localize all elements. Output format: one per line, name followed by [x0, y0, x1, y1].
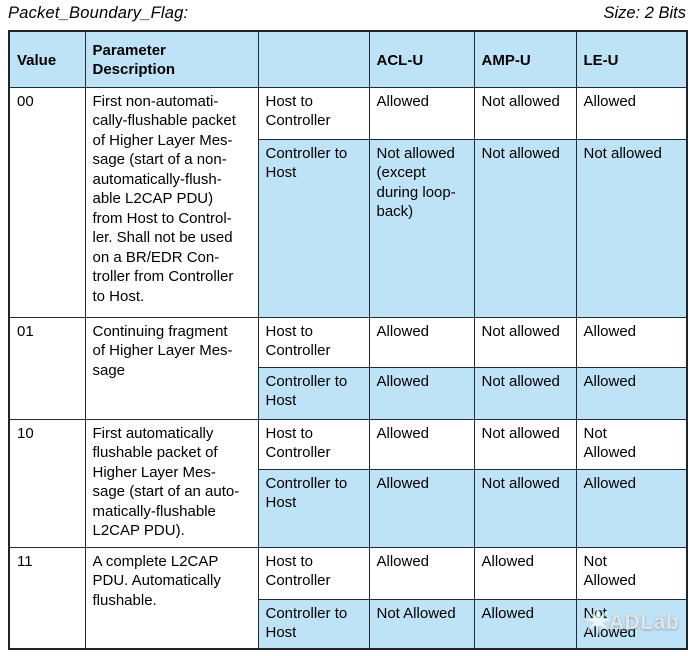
- amp-u-cell: Allowed: [473, 546, 577, 600]
- table-row: Controller to Host Not Allowed Allowed N…: [9, 598, 688, 650]
- direction-cell: Host to Controller: [257, 316, 370, 368]
- direction-cell: Host to Controller: [257, 418, 370, 470]
- table-row: Controller to Host Allowed Not allowed A…: [9, 366, 688, 420]
- acl-u-cell: Allowed: [368, 86, 475, 140]
- value-cell: 10: [8, 418, 86, 548]
- direction-cell: Controller to Host: [257, 598, 370, 650]
- description-cell: First non-automati- cally-flushable pack…: [84, 86, 259, 318]
- amp-u-cell: Not allowed: [473, 418, 577, 470]
- amp-u-cell: Not allowed: [473, 138, 577, 318]
- le-u-cell: Not Allowed: [575, 598, 688, 650]
- value-cell: 00: [8, 86, 86, 318]
- doc-caption: Packet_Boundary_Flag: Size: 2 Bits: [8, 2, 686, 24]
- description-cell: Continuing fragment of Higher Layer Mes-…: [84, 316, 259, 420]
- packet-boundary-flag-table: Value Parameter Description ACL-U AMP-U …: [8, 30, 688, 650]
- amp-u-cell: Allowed: [473, 598, 577, 650]
- description-cell: A complete L2CAP PDU. Automatically flus…: [84, 546, 259, 650]
- header-amp-u: AMP-U: [473, 30, 577, 88]
- header-direction: [257, 30, 370, 88]
- header-acl-u: ACL-U: [368, 30, 475, 88]
- value-cell: 11: [8, 546, 86, 650]
- direction-cell: Host to Controller: [257, 546, 370, 600]
- le-u-cell: Allowed: [575, 366, 688, 420]
- value-cell: 01: [8, 316, 86, 420]
- size-label: Size: 2 Bits: [603, 4, 686, 22]
- table-row: 10 First automatically flushable packet …: [8, 418, 688, 548]
- acl-u-cell: Not Allowed: [368, 598, 475, 650]
- table-row: 01 Continuing fragment of Higher Layer M…: [8, 316, 688, 420]
- table-row: Controller to Host Not allowed (except d…: [9, 138, 688, 318]
- header-value: Value: [8, 30, 86, 88]
- direction-cell: Controller to Host: [257, 138, 370, 318]
- le-u-cell: Not Allowed: [575, 546, 688, 600]
- table-header-row: Value Parameter Description ACL-U AMP-U …: [8, 30, 688, 88]
- table-row: 11 A complete L2CAP PDU. Automatically f…: [8, 546, 688, 650]
- amp-u-cell: Not allowed: [473, 468, 577, 548]
- acl-u-cell: Allowed: [368, 316, 475, 368]
- le-u-cell: Not Allowed: [575, 418, 688, 470]
- le-u-cell: Not allowed: [575, 138, 688, 318]
- le-u-cell: Allowed: [575, 316, 688, 368]
- acl-u-cell: Allowed: [368, 418, 475, 470]
- amp-u-cell: Not allowed: [473, 316, 577, 368]
- acl-u-cell: Not allowed (except during loop- back): [368, 138, 475, 318]
- description-cell: First automatically flushable packet of …: [84, 418, 259, 548]
- direction-cell: Controller to Host: [257, 366, 370, 420]
- table-row: 00 First non-automati- cally-flushable p…: [8, 86, 688, 318]
- acl-u-cell: Allowed: [368, 366, 475, 420]
- le-u-cell: Allowed: [575, 468, 688, 548]
- amp-u-cell: Not allowed: [473, 86, 577, 140]
- parameter-name-title: Packet_Boundary_Flag:: [8, 4, 189, 22]
- header-le-u: LE-U: [575, 30, 688, 88]
- direction-cell: Host to Controller: [257, 86, 370, 140]
- header-parameter-description: Parameter Description: [84, 30, 259, 88]
- table-row: Controller to Host Allowed Not allowed A…: [9, 468, 688, 548]
- amp-u-cell: Not allowed: [473, 366, 577, 420]
- le-u-cell: Allowed: [575, 86, 688, 140]
- direction-cell: Controller to Host: [257, 468, 370, 548]
- acl-u-cell: Allowed: [368, 468, 475, 548]
- acl-u-cell: Allowed: [368, 546, 475, 600]
